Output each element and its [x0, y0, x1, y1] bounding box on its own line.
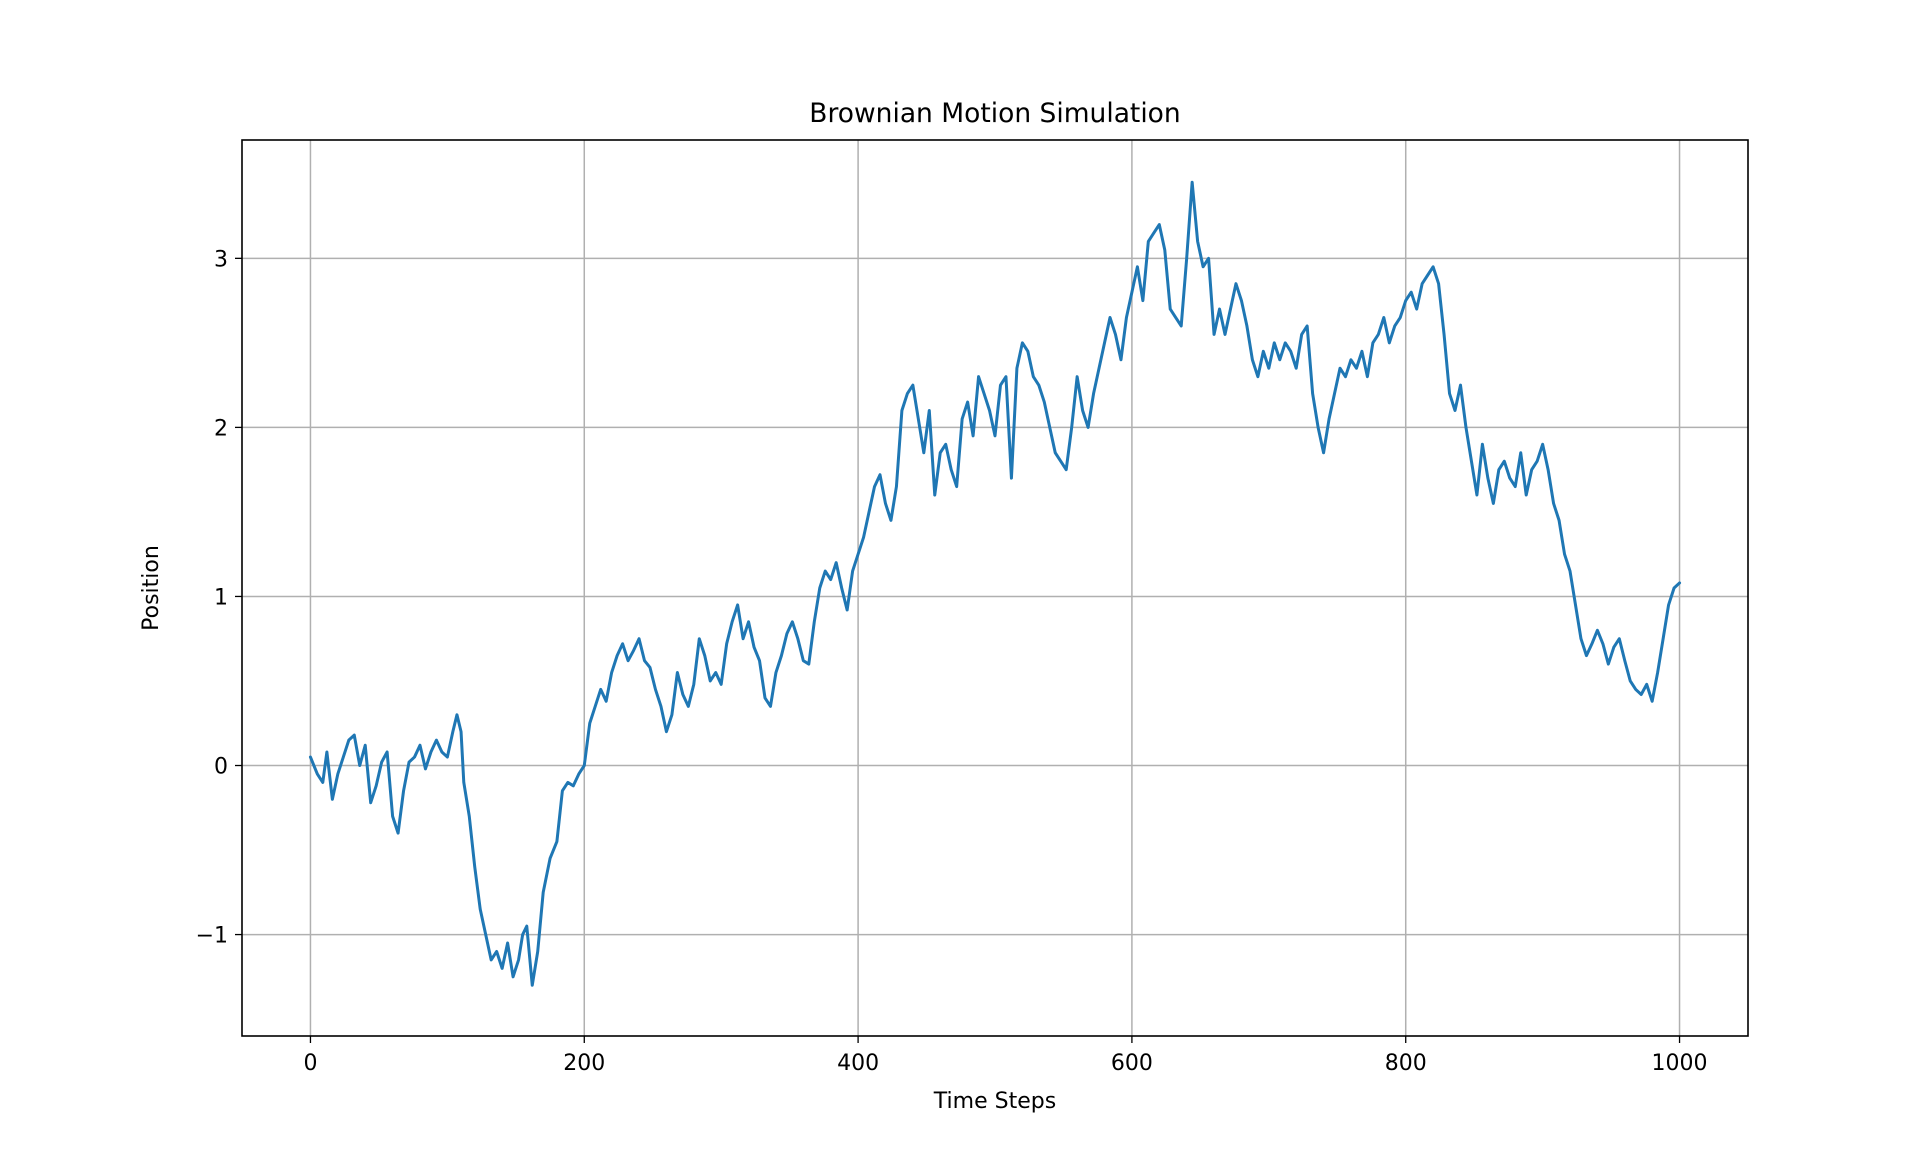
- x-tick-label: 0: [303, 1051, 317, 1076]
- y-tick-label: −1: [196, 924, 228, 949]
- x-tick-label: 600: [1111, 1051, 1153, 1076]
- y-tick-label: 0: [214, 755, 228, 780]
- x-tick-label: 800: [1385, 1051, 1427, 1076]
- grid-lines: [242, 140, 1748, 1036]
- x-tick-label: 1000: [1652, 1051, 1708, 1076]
- y-tick-label: 3: [214, 247, 228, 272]
- plot-frame: [241, 139, 1749, 1037]
- y-tick-label: 2: [214, 416, 228, 441]
- x-axis-label: Time Steps: [933, 1089, 1056, 1114]
- axis-ticks: 0 200 400 600 800 1000 −1 0 1 2 3: [196, 247, 1708, 1076]
- chart-title: Brownian Motion Simulation: [809, 98, 1180, 129]
- series-line: [308, 180, 1682, 987]
- y-axis-label: Position: [139, 545, 164, 631]
- x-tick-label: 200: [563, 1051, 605, 1076]
- y-tick-label: 1: [214, 585, 228, 610]
- x-tick-label: 400: [837, 1051, 879, 1076]
- series-lines: [308, 180, 1682, 987]
